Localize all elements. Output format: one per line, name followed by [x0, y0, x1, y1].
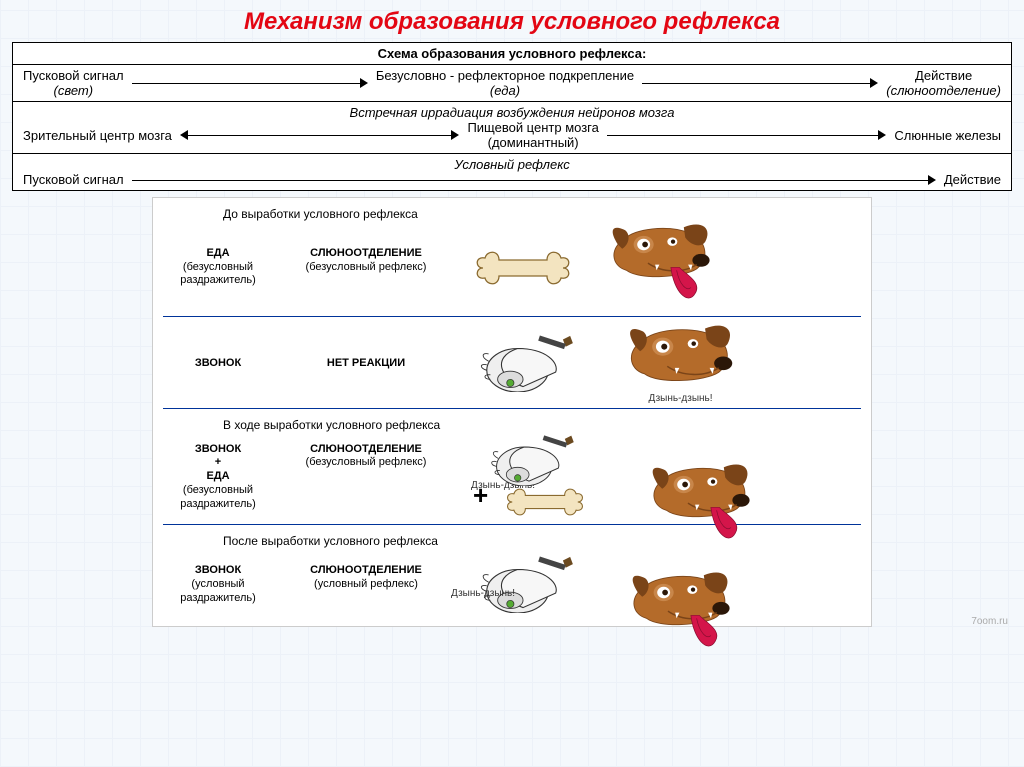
text: (условный раздражитель): [163, 578, 273, 606]
stage-labels: ЗВОНОК НЕТ РЕАКЦИИ: [163, 357, 473, 371]
label-saliva-cond: СЛЮНООТДЕЛЕНИЕ (условный рефлекс): [291, 564, 441, 592]
scheme-r3-right: Действие: [944, 172, 1001, 187]
stage-labels: ЕДА (безусловный раздражитель) СЛЮНООТДЕ…: [163, 247, 473, 288]
stage-3: В ходе выработки условного рефлекса ЗВОН…: [163, 413, 861, 520]
scheme-header: Схема образования условного рефлекса:: [13, 43, 1011, 65]
bone-icon: [473, 246, 573, 290]
dog-tongue-icon: [623, 463, 778, 549]
arrow-right-icon: [642, 77, 878, 89]
label-saliva: СЛЮНООТДЕЛЕНИЕ (безусловный рефлекс): [291, 443, 441, 471]
scheme-r2-right: Слюнные железы: [894, 128, 1001, 143]
stages-panel: До выработки условного рефлекса ЕДА (без…: [152, 197, 872, 627]
stage-title: До выработки условного рефлекса: [223, 207, 861, 221]
label-food: ЕДА (безусловный раздражитель): [163, 247, 273, 288]
scheme-r1-left: Пусковой сигнал (свет): [23, 68, 124, 98]
text: (доминантный): [467, 135, 598, 150]
arrow-right-icon: [132, 77, 368, 89]
arrow-right-icon: [607, 129, 887, 141]
label-bell: ЗВОНОК: [163, 357, 273, 371]
stage-title: В ходе выработки условного рефлекса: [223, 418, 861, 432]
scheme-r3-caption: Условный рефлекс: [23, 157, 1001, 172]
text: Пищевой центр мозга: [467, 120, 598, 135]
scheme-r2-mid: Пищевой центр мозга (доминантный): [467, 120, 598, 150]
text: ЗВОНОК + ЕДА: [163, 443, 273, 484]
scheme-row-2: Встречная иррадиация возбуждения нейроно…: [13, 102, 1011, 154]
dog-tongue-icon: [583, 223, 738, 312]
label-saliva: СЛЮНООТДЕЛЕНИЕ (безусловный рефлекс): [291, 247, 441, 275]
scheme-r1-mid: Безусловно - рефлекторное подкрепление (…: [376, 68, 634, 98]
onomatopoeia: Дзынь-дзынь!: [603, 393, 758, 404]
scheme-r1-right: Действие (слюноотделение): [886, 68, 1001, 98]
bell-icon: [483, 434, 593, 486]
text: (безусловный рефлекс): [291, 456, 441, 470]
arrow-right-icon: [132, 174, 936, 186]
text: ЕДА: [163, 247, 273, 261]
bell-icon: [473, 555, 593, 616]
label-bell-cond: ЗВОНОК (условный раздражитель): [163, 564, 273, 605]
scheme-row-3: Условный рефлекс Пусковой сигнал Действи…: [13, 154, 1011, 190]
text: (безусловный рефлекс): [291, 261, 441, 275]
stage-labels: ЗВОНОК + ЕДА (безусловный раздражитель) …: [163, 443, 473, 512]
stage-1: До выработки условного рефлекса ЕДА (без…: [163, 202, 861, 312]
text: (безусловный раздражитель): [163, 261, 273, 289]
label-bell-food: ЗВОНОК + ЕДА (безусловный раздражитель): [163, 443, 273, 512]
text: Действие: [886, 68, 1001, 83]
scheme-r3-left: Пусковой сигнал: [23, 172, 124, 187]
bell-plus-bone-icon: +: [473, 434, 613, 520]
scheme-row-1: Пусковой сигнал (свет) Безусловно - рефл…: [13, 65, 1011, 102]
scheme-r2-left: Зрительный центр мозга: [23, 128, 172, 143]
stage-2: ЗВОНОК НЕТ РЕАКЦИИ Дзынь-дзынь!: [163, 321, 861, 404]
plus-icon: +: [473, 482, 488, 508]
page-title: Механизм образования условного рефлекса: [12, 8, 1012, 36]
text: (слюноотделение): [886, 83, 1001, 98]
text: СЛЮНООТДЕЛЕНИЕ: [291, 443, 441, 457]
divider: [163, 408, 861, 409]
text: ЗВОНОК: [163, 564, 273, 578]
text: СЛЮНООТДЕЛЕНИЕ: [291, 247, 441, 261]
text: (еда): [376, 83, 634, 98]
onomatopoeia: Дзынь-дзынь!: [443, 588, 523, 599]
text: (безусловный раздражитель): [163, 484, 273, 512]
bone-icon: [499, 484, 591, 520]
text: ЗВОНОК: [163, 357, 273, 371]
text: (свет): [23, 83, 124, 98]
text: (условный рефлекс): [291, 578, 441, 592]
arrow-double-icon: [180, 129, 460, 141]
text: СЛЮНООТДЕЛЕНИЕ: [291, 564, 441, 578]
scheme-r2-caption: Встречная иррадиация возбуждения нейроно…: [23, 105, 1001, 120]
label-noreaction: НЕТ РЕАКЦИИ: [291, 357, 441, 371]
text: Пусковой сигнал: [23, 68, 124, 83]
dog-tongue-icon: [603, 571, 758, 657]
stage-labels: ЗВОНОК (условный раздражитель) СЛЮНООТДЕ…: [163, 564, 473, 605]
bell-icon: [473, 334, 593, 395]
divider: [163, 316, 861, 317]
watermark: 7oom.ru: [971, 616, 1008, 627]
text: НЕТ РЕАКЦИИ: [291, 357, 441, 371]
text: Безусловно - рефлекторное подкрепление: [376, 68, 634, 83]
scheme-table: Схема образования условного рефлекса: Пу…: [12, 42, 1012, 191]
dog-closed-icon: [603, 324, 758, 392]
